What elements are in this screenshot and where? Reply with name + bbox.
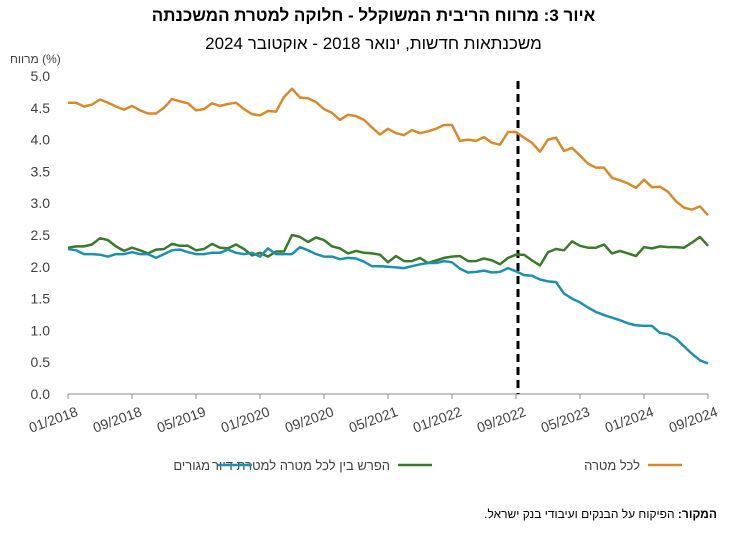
y-axis-label: מרווח (%) [10, 52, 61, 66]
y-tick-label: 5.0 [31, 68, 51, 84]
x-tick-label: 09/2020 [283, 403, 336, 435]
x-tick-label: 01/2024 [603, 403, 656, 435]
series-line-1 [68, 87, 709, 217]
y-tick-label: 4.5 [31, 100, 51, 116]
x-tick-label: 05/2023 [539, 403, 592, 435]
chart-subtitle: משכנתאות חדשות, ינואר 2018 - אוקטובר 202… [205, 34, 542, 53]
source-label: המקור: [677, 507, 717, 521]
x-tick-label: 01/2018 [27, 403, 80, 435]
source-text: הפיקוח על הבנקים ועיבודי בנק ישראל. [484, 507, 675, 521]
x-tick-label: 09/2022 [475, 403, 528, 435]
y-tick-label: 1.0 [31, 322, 51, 338]
y-tick-label: 2.5 [31, 227, 51, 243]
x-tick-label: 09/2024 [667, 403, 720, 435]
y-tick-label: 0.5 [31, 354, 51, 370]
y-tick-label: 4.0 [31, 132, 51, 148]
chart-title: איור 3: מרווח הריבית המשוקלל - חלוקה למט… [151, 6, 596, 25]
legend-label-2: הפרש בין לכל מטרה למטרת דיור [212, 458, 390, 473]
x-tick-label: 05/2021 [347, 403, 400, 435]
y-tick-label: 0.0 [31, 386, 51, 402]
y-tick-label: 3.5 [31, 163, 51, 179]
series-line-3 [67, 245, 709, 365]
x-tick-label: 01/2020 [219, 403, 272, 435]
y-tick-label: 1.5 [31, 291, 51, 307]
x-tick-label: 01/2022 [411, 403, 464, 435]
series-line-2 [67, 233, 709, 267]
x-tick-label: 05/2019 [155, 403, 208, 435]
legend-label-3: מגורים [173, 458, 210, 473]
y-tick-label: 3.0 [31, 195, 51, 211]
source-note: המקור: הפיקוח על הבנקים ועיבודי בנק ישרא… [484, 507, 717, 521]
x-tick-label: 09/2018 [91, 403, 144, 435]
legend-label-1: לכל מטרה [584, 458, 640, 473]
y-tick-label: 2.0 [31, 259, 51, 275]
